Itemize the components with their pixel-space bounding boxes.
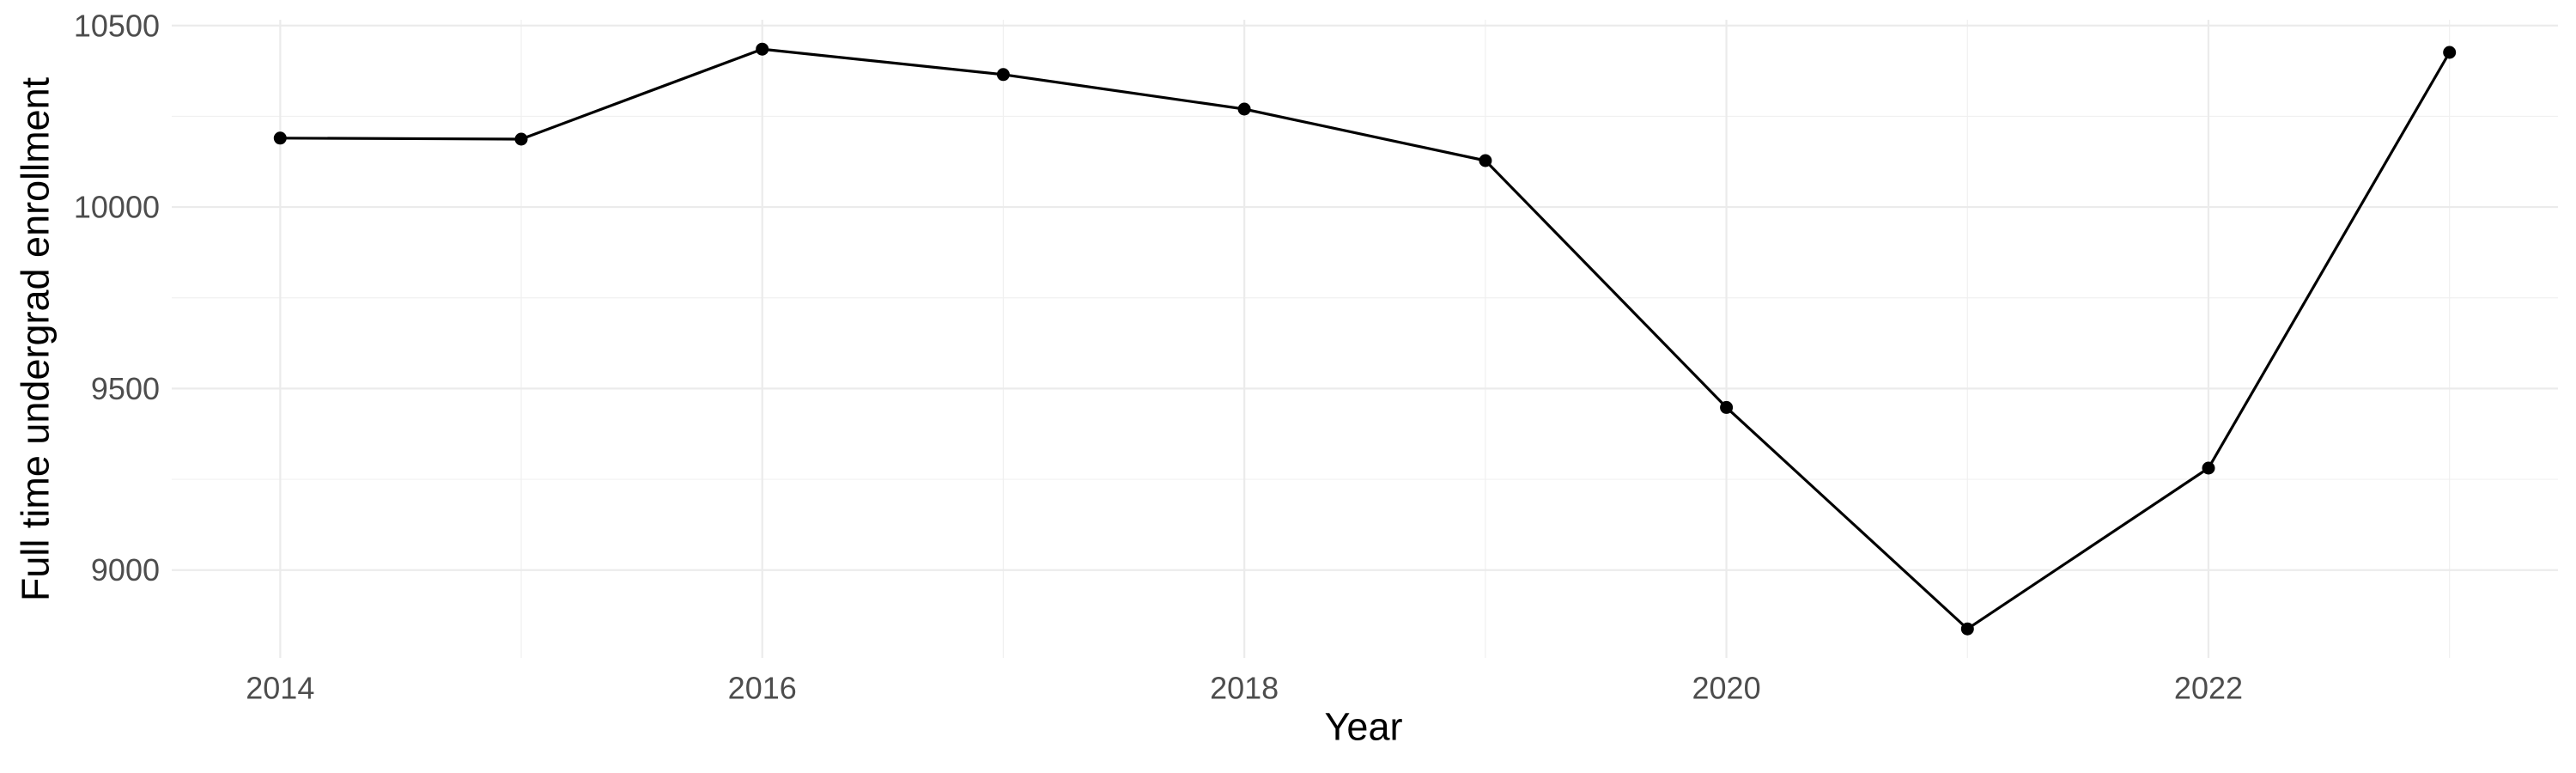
data-point [514,132,528,146]
y-tick-label: 9000 [91,552,160,587]
data-point [1960,622,1974,636]
y-tick-label: 10500 [74,8,160,43]
x-tick-label: 2018 [1210,671,1279,706]
y-axis-title: Full time undergrad enrollment [13,76,58,602]
data-point [273,131,287,145]
y-tick-label: 10000 [74,190,160,225]
data-point [1720,400,1734,414]
data-point [996,68,1010,82]
data-point [1479,154,1492,167]
trend-line [280,47,2451,630]
data-point [2443,46,2457,59]
x-tick-label: 2014 [246,671,314,706]
x-tick-label: 2020 [1692,671,1761,706]
data-point [1237,102,1251,116]
y-tick-label: 9500 [91,371,160,406]
x-axis-title: Year [1324,704,1403,749]
x-tick-label: 2016 [728,671,797,706]
x-tick-label: 2022 [2174,671,2243,706]
data-point [2202,461,2215,475]
data-point [756,42,769,56]
